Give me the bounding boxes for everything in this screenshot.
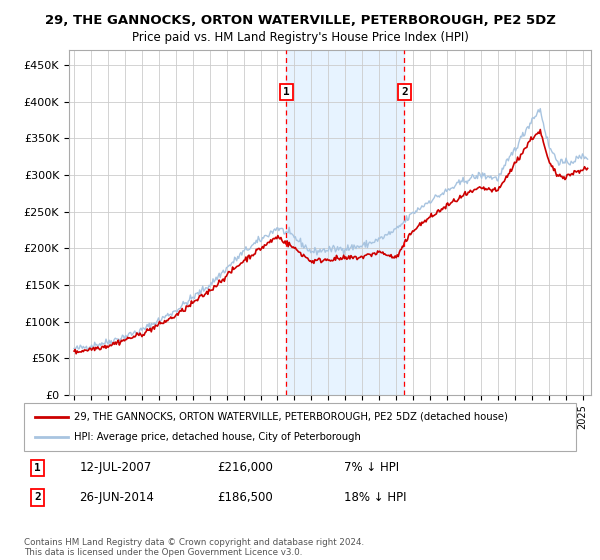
Text: 2: 2 xyxy=(401,87,408,97)
Text: 12-JUL-2007: 12-JUL-2007 xyxy=(79,461,151,474)
Text: 1: 1 xyxy=(283,87,290,97)
Text: HPI: Average price, detached house, City of Peterborough: HPI: Average price, detached house, City… xyxy=(74,432,361,442)
Text: 26-JUN-2014: 26-JUN-2014 xyxy=(79,491,154,504)
Text: 18% ↓ HPI: 18% ↓ HPI xyxy=(344,491,407,504)
Text: £186,500: £186,500 xyxy=(217,491,273,504)
Text: £216,000: £216,000 xyxy=(217,461,273,474)
FancyBboxPatch shape xyxy=(24,403,576,451)
Text: Contains HM Land Registry data © Crown copyright and database right 2024.
This d: Contains HM Land Registry data © Crown c… xyxy=(24,538,364,557)
Text: 29, THE GANNOCKS, ORTON WATERVILLE, PETERBOROUGH, PE2 5DZ (detached house): 29, THE GANNOCKS, ORTON WATERVILLE, PETE… xyxy=(74,412,508,422)
Text: 1: 1 xyxy=(34,463,41,473)
Text: Price paid vs. HM Land Registry's House Price Index (HPI): Price paid vs. HM Land Registry's House … xyxy=(131,31,469,44)
Text: 2: 2 xyxy=(34,492,41,502)
Bar xyxy=(286,50,404,395)
Text: 7% ↓ HPI: 7% ↓ HPI xyxy=(344,461,399,474)
Text: 29, THE GANNOCKS, ORTON WATERVILLE, PETERBOROUGH, PE2 5DZ: 29, THE GANNOCKS, ORTON WATERVILLE, PETE… xyxy=(44,14,556,27)
